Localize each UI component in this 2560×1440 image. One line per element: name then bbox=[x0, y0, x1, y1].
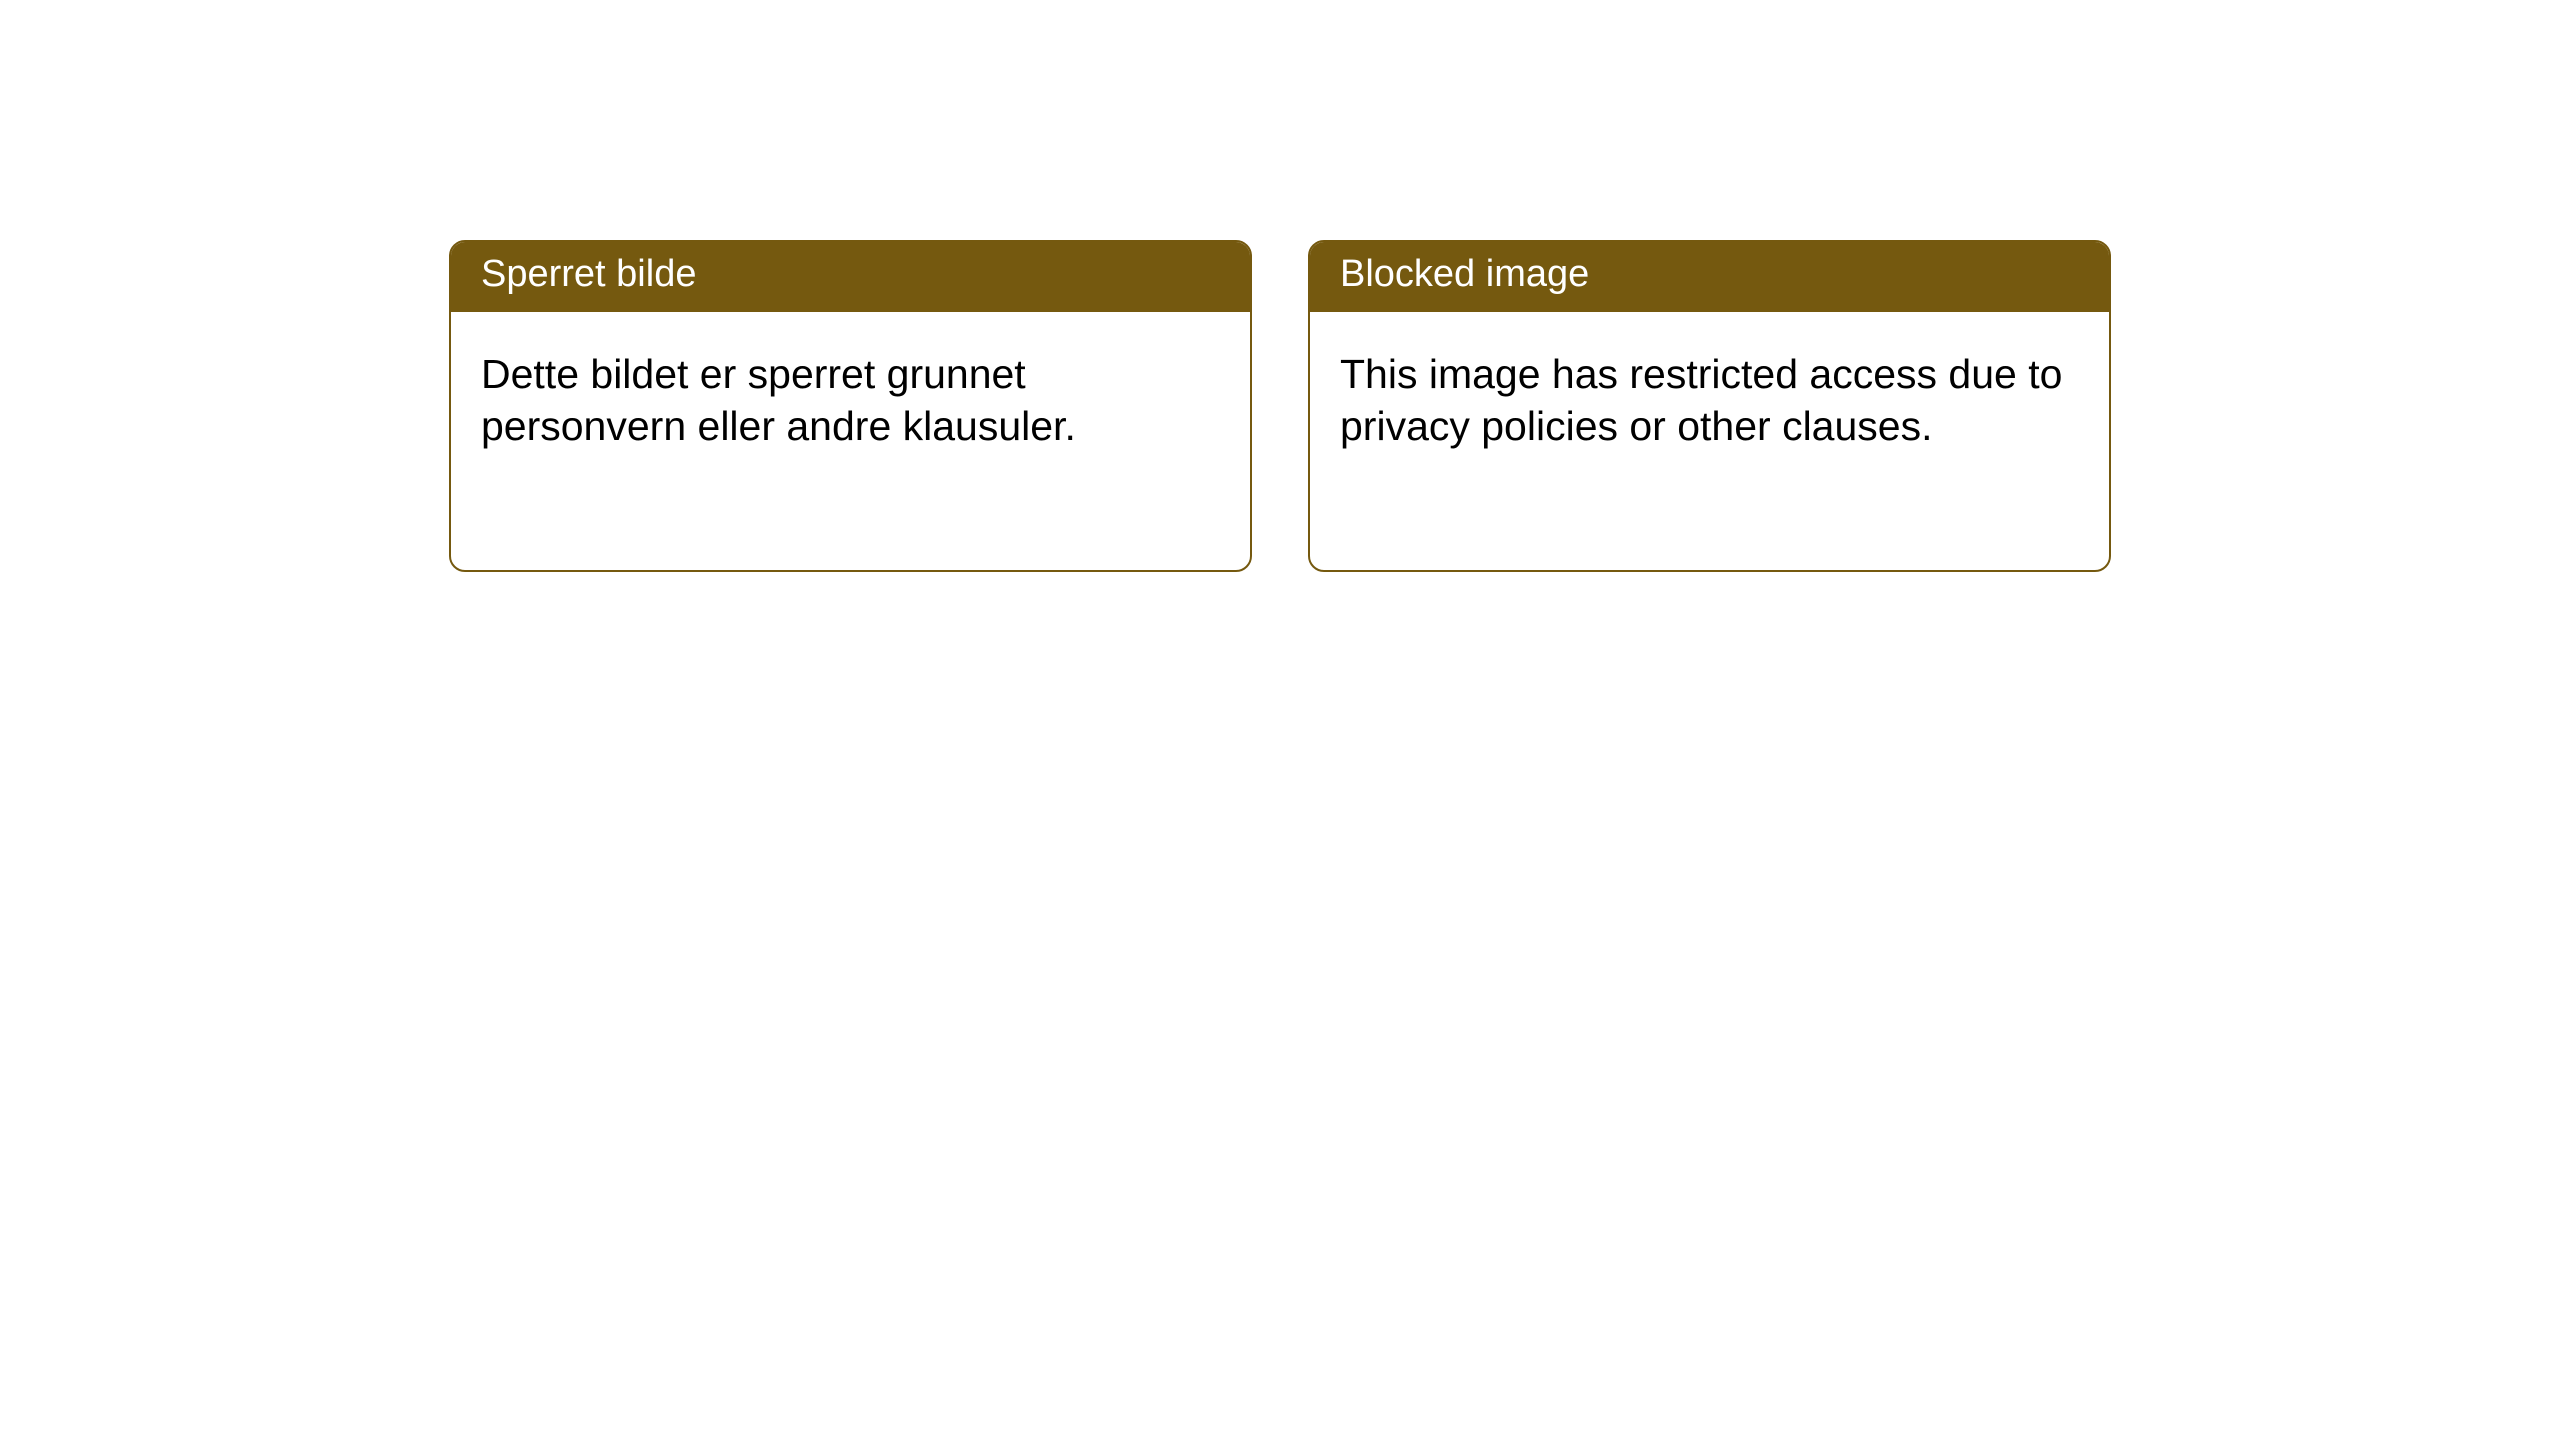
card-header-en: Blocked image bbox=[1310, 242, 2109, 312]
card-message-en: This image has restricted access due to … bbox=[1340, 351, 2062, 449]
card-title-no: Sperret bilde bbox=[481, 253, 696, 295]
notice-container: Sperret bilde Dette bildet er sperret gr… bbox=[449, 240, 2111, 572]
card-header-no: Sperret bilde bbox=[451, 242, 1250, 312]
blocked-image-card-no: Sperret bilde Dette bildet er sperret gr… bbox=[449, 240, 1252, 572]
blocked-image-card-en: Blocked image This image has restricted … bbox=[1308, 240, 2111, 572]
card-message-no: Dette bildet er sperret grunnet personve… bbox=[481, 351, 1076, 449]
card-body-en: This image has restricted access due to … bbox=[1310, 312, 2109, 482]
card-title-en: Blocked image bbox=[1340, 253, 1589, 295]
card-body-no: Dette bildet er sperret grunnet personve… bbox=[451, 312, 1250, 482]
